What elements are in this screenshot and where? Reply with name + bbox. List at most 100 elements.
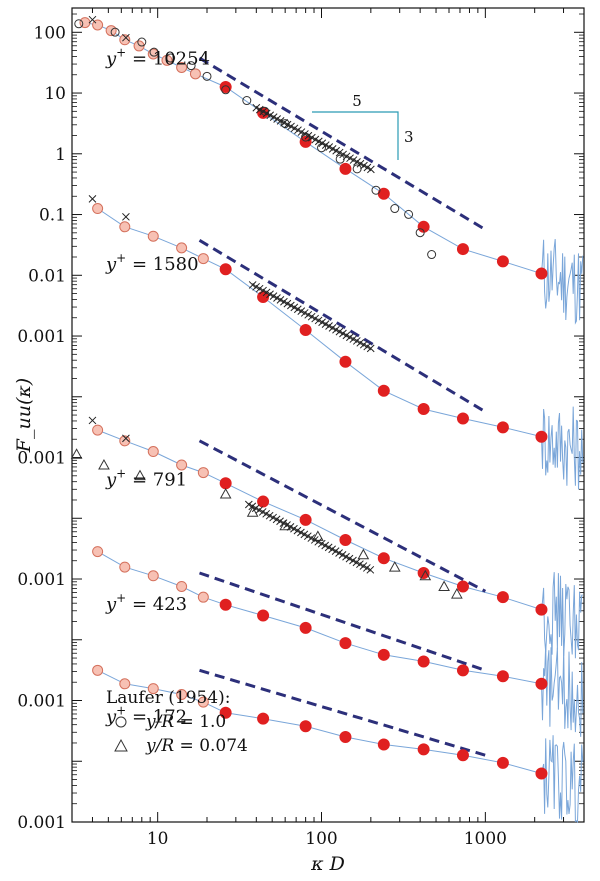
y-tick-label: 0.1 — [39, 206, 66, 226]
x-tick-label: 100 — [305, 829, 337, 849]
filled-point — [496, 670, 509, 683]
filled-point — [339, 533, 352, 546]
curve-label-value: = 172 — [126, 707, 187, 728]
filled-point — [535, 603, 548, 616]
reference-line — [198, 239, 487, 414]
laufer-circle — [221, 85, 231, 95]
y-tick-label: 0.001 — [17, 692, 66, 712]
filled-point — [299, 621, 312, 634]
open-point — [147, 570, 159, 582]
open-point — [176, 459, 188, 471]
laufer-triangle — [312, 530, 324, 541]
dns-line — [97, 669, 584, 824]
y-tick-label: 10 — [44, 84, 66, 104]
open-point — [197, 253, 209, 265]
laufer-circle — [371, 185, 381, 195]
laufer-circle — [186, 61, 196, 71]
y-tick-label: 0.001 — [17, 327, 66, 347]
curve-label-y: y — [105, 594, 117, 615]
laufer-triangle — [70, 448, 83, 459]
open-point — [92, 664, 104, 676]
legend-entry: y/R = 0.074 — [145, 736, 248, 756]
curve-label-sup: + — [116, 467, 126, 481]
laufer-circle — [149, 47, 159, 57]
filled-point — [456, 749, 469, 762]
curve-label: y+ = 10254 — [105, 46, 210, 70]
laufer-circle — [110, 27, 120, 37]
y-tick-label: 0.001 — [17, 570, 66, 590]
open-point — [189, 68, 201, 80]
laufer-circle — [166, 53, 176, 63]
y-axis-title: F_uu(κ) — [13, 378, 35, 453]
cross-point — [122, 33, 130, 42]
filled-point — [219, 263, 232, 276]
legend-entry-var: y/R — [145, 736, 174, 756]
filled-point — [219, 477, 232, 490]
cross-point — [366, 565, 375, 574]
filled-point — [339, 730, 352, 743]
laufer-circle — [352, 164, 362, 174]
filled-point — [299, 720, 312, 733]
slope-rise-label: 3 — [404, 128, 414, 146]
filled-point — [219, 598, 232, 611]
slope-triangle — [312, 111, 399, 160]
y-tick-label: 1 — [55, 145, 66, 165]
filled-point — [417, 403, 430, 416]
laufer-circle — [242, 96, 252, 106]
filled-point — [377, 552, 390, 565]
laufer-circle — [390, 204, 400, 214]
laufer-circle — [427, 250, 437, 260]
filled-point — [535, 767, 548, 780]
curve-1 — [88, 194, 584, 490]
laufer-circle — [202, 71, 212, 81]
curve-4 — [92, 664, 584, 824]
cross-point — [88, 416, 97, 425]
filled-point — [456, 664, 469, 677]
curve-label-value: = 791 — [126, 470, 187, 491]
filled-point — [377, 738, 390, 751]
curve-label: y+ = 1580 — [105, 251, 199, 275]
filled-point — [257, 609, 270, 622]
open-point — [119, 561, 131, 573]
curve-label-value: = 1580 — [126, 254, 198, 275]
curve-label-value: = 10254 — [126, 49, 210, 70]
reference-line — [199, 571, 486, 672]
open-point — [176, 242, 188, 254]
laufer-triangle — [388, 561, 401, 572]
dns-line — [97, 208, 584, 490]
laufer-circle — [404, 209, 414, 219]
open-point — [147, 48, 159, 60]
y-tick-label: 0.001 — [17, 449, 66, 469]
filled-point — [339, 637, 352, 650]
laufer-triangle — [451, 588, 463, 599]
reference-line — [199, 668, 486, 757]
legend-circle-symbol — [115, 716, 127, 728]
cross-point — [122, 212, 130, 221]
filled-point — [299, 513, 312, 526]
legend-entry-value: = 0.074 — [174, 736, 248, 756]
laufer-circle — [74, 19, 84, 29]
curve-3 — [92, 546, 584, 737]
filled-point — [257, 495, 270, 508]
open-point — [176, 688, 188, 700]
filled-point — [496, 591, 509, 604]
curve-label-sup: + — [116, 591, 126, 605]
cross-point — [367, 165, 375, 174]
filled-point — [496, 756, 509, 769]
cross-point — [366, 344, 375, 353]
laufer-circle — [137, 37, 147, 47]
filled-point — [339, 355, 352, 368]
y-tick-label: 0.001 — [17, 813, 66, 833]
open-point — [92, 546, 104, 558]
filled-point — [496, 255, 509, 268]
open-point — [119, 34, 131, 46]
filled-point — [535, 677, 548, 690]
slope-run-label: 5 — [352, 92, 362, 110]
reference-line — [198, 439, 487, 593]
filled-point — [417, 655, 430, 668]
filled-point — [377, 648, 390, 661]
open-point — [119, 435, 131, 447]
laufer-triangle — [246, 506, 259, 517]
curve-label-sup: + — [116, 251, 126, 265]
